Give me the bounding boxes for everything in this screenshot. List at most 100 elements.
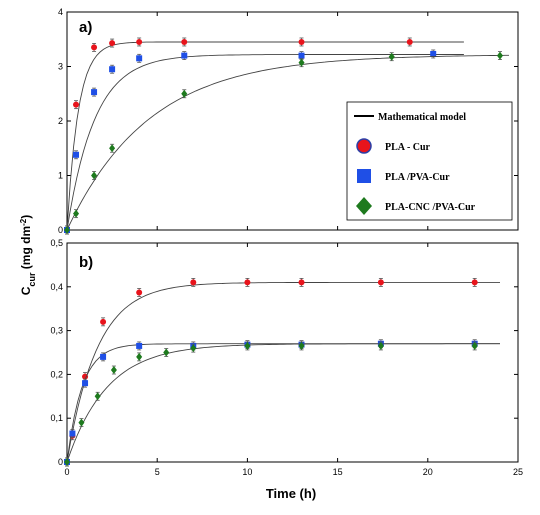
marker-circle xyxy=(181,38,188,45)
data-point xyxy=(136,341,143,351)
data-point xyxy=(136,352,143,362)
data-point xyxy=(181,89,188,99)
series-circle xyxy=(64,37,464,235)
data-point xyxy=(244,278,251,287)
data-point xyxy=(298,58,305,68)
model-curve xyxy=(66,343,500,463)
data-point xyxy=(496,51,503,60)
marker-square xyxy=(181,52,188,59)
marker-diamond xyxy=(163,348,170,357)
data-point xyxy=(73,209,80,219)
legend: Mathematical model PLA - Cur PLA /PVA-Cur P… xyxy=(346,101,513,221)
legend-entry: PLA-CNC /PVA-Cur xyxy=(356,197,476,215)
marker-diamond xyxy=(78,418,85,427)
series-square xyxy=(64,49,464,235)
y-tick-label: 0 xyxy=(58,457,63,467)
marker-square xyxy=(73,151,80,158)
y-tick-label: 0,4 xyxy=(50,282,63,292)
marker-circle xyxy=(91,44,98,51)
data-point xyxy=(82,378,89,388)
series-diamond xyxy=(64,341,500,467)
data-point xyxy=(388,52,395,62)
marker-circle xyxy=(298,38,305,45)
data-point xyxy=(190,278,197,287)
data-point xyxy=(190,343,197,353)
panel-b: 0 0,1 0,2 0,3 0,4 0,5 0 5 10 15 20 25 b) xyxy=(50,238,523,477)
marker-circle xyxy=(406,38,413,45)
y-tick-label: 3 xyxy=(58,62,63,72)
data-point xyxy=(406,37,413,47)
marker-square xyxy=(100,353,107,360)
marker-circle xyxy=(136,289,143,296)
legend-entry: PLA /PVA-Cur xyxy=(357,169,450,183)
marker-diamond xyxy=(94,392,101,401)
legend-marker-square xyxy=(357,169,371,183)
marker-square xyxy=(109,66,116,73)
data-point xyxy=(109,64,116,74)
marker-diamond xyxy=(109,144,116,153)
data-point xyxy=(69,429,76,438)
data-point xyxy=(298,278,305,287)
marker-circle xyxy=(73,101,80,108)
y-axis-label-main: C xyxy=(19,286,33,295)
x-tick-label: 20 xyxy=(423,467,433,477)
data-point xyxy=(100,317,107,327)
marker-circle xyxy=(377,279,384,286)
y-tick-label: 0,3 xyxy=(50,326,63,336)
marker-diamond xyxy=(244,341,251,350)
marker-diamond xyxy=(496,51,503,60)
marker-diamond xyxy=(190,344,197,353)
marker-diamond xyxy=(471,341,478,350)
y-axis-label: Ccur (mg dm-2) xyxy=(19,215,38,295)
marker-circle xyxy=(471,279,478,286)
x-tick-label: 10 xyxy=(242,467,252,477)
data-point xyxy=(298,37,305,47)
data-point xyxy=(181,51,188,60)
y-axis-label-close: ) xyxy=(19,215,33,219)
x-tick-label: 25 xyxy=(513,467,523,477)
marker-square xyxy=(136,342,143,349)
x-tick-label: 5 xyxy=(155,467,160,477)
marker-square xyxy=(136,55,143,62)
legend-title: Mathematical model xyxy=(378,112,466,123)
data-point xyxy=(136,288,143,297)
x-tick-label: 0 xyxy=(64,467,69,477)
marker-diamond xyxy=(64,226,70,234)
marker-diamond xyxy=(64,458,70,466)
series-circle xyxy=(64,278,500,467)
data-point xyxy=(136,53,143,63)
y-axis-label-sub: cur xyxy=(27,272,37,287)
marker-square xyxy=(69,430,76,437)
data-point xyxy=(244,341,251,351)
marker-square xyxy=(91,89,98,96)
data-point xyxy=(298,341,305,351)
series-diamond xyxy=(64,51,509,235)
marker-circle xyxy=(190,279,197,286)
marker-diamond xyxy=(298,58,305,67)
series-square xyxy=(64,339,500,467)
data-point xyxy=(100,352,107,362)
legend-marker-circle xyxy=(356,138,372,154)
y-axis-label-units: (mg dm xyxy=(19,226,33,273)
data-point xyxy=(91,43,98,52)
panel-a: 0 1 2 3 4 a) xyxy=(58,7,519,235)
data-point xyxy=(91,171,98,180)
marker-diamond xyxy=(298,341,305,350)
data-point xyxy=(78,418,85,427)
data-point xyxy=(136,37,143,47)
plot-frame xyxy=(66,242,519,463)
marker-circle xyxy=(136,38,143,45)
model-curve xyxy=(66,41,464,231)
y-tick-label: 1 xyxy=(58,171,63,181)
marker-square xyxy=(430,50,437,57)
y-tick-label: 0 xyxy=(58,225,63,235)
marker-diamond xyxy=(388,52,395,61)
marker-square xyxy=(298,52,305,59)
legend-box xyxy=(346,101,513,221)
x-tick-label: 15 xyxy=(333,467,343,477)
model-curve xyxy=(66,54,464,231)
panel-label: a) xyxy=(79,19,92,36)
marker-circle xyxy=(244,279,251,286)
x-axis-label: Time (h) xyxy=(266,486,316,501)
panels: 0 1 2 3 4 a) 0 0,1 0,2 0,3 0,4 0,5 0 5 10 15 20 25 b) xyxy=(50,7,523,477)
